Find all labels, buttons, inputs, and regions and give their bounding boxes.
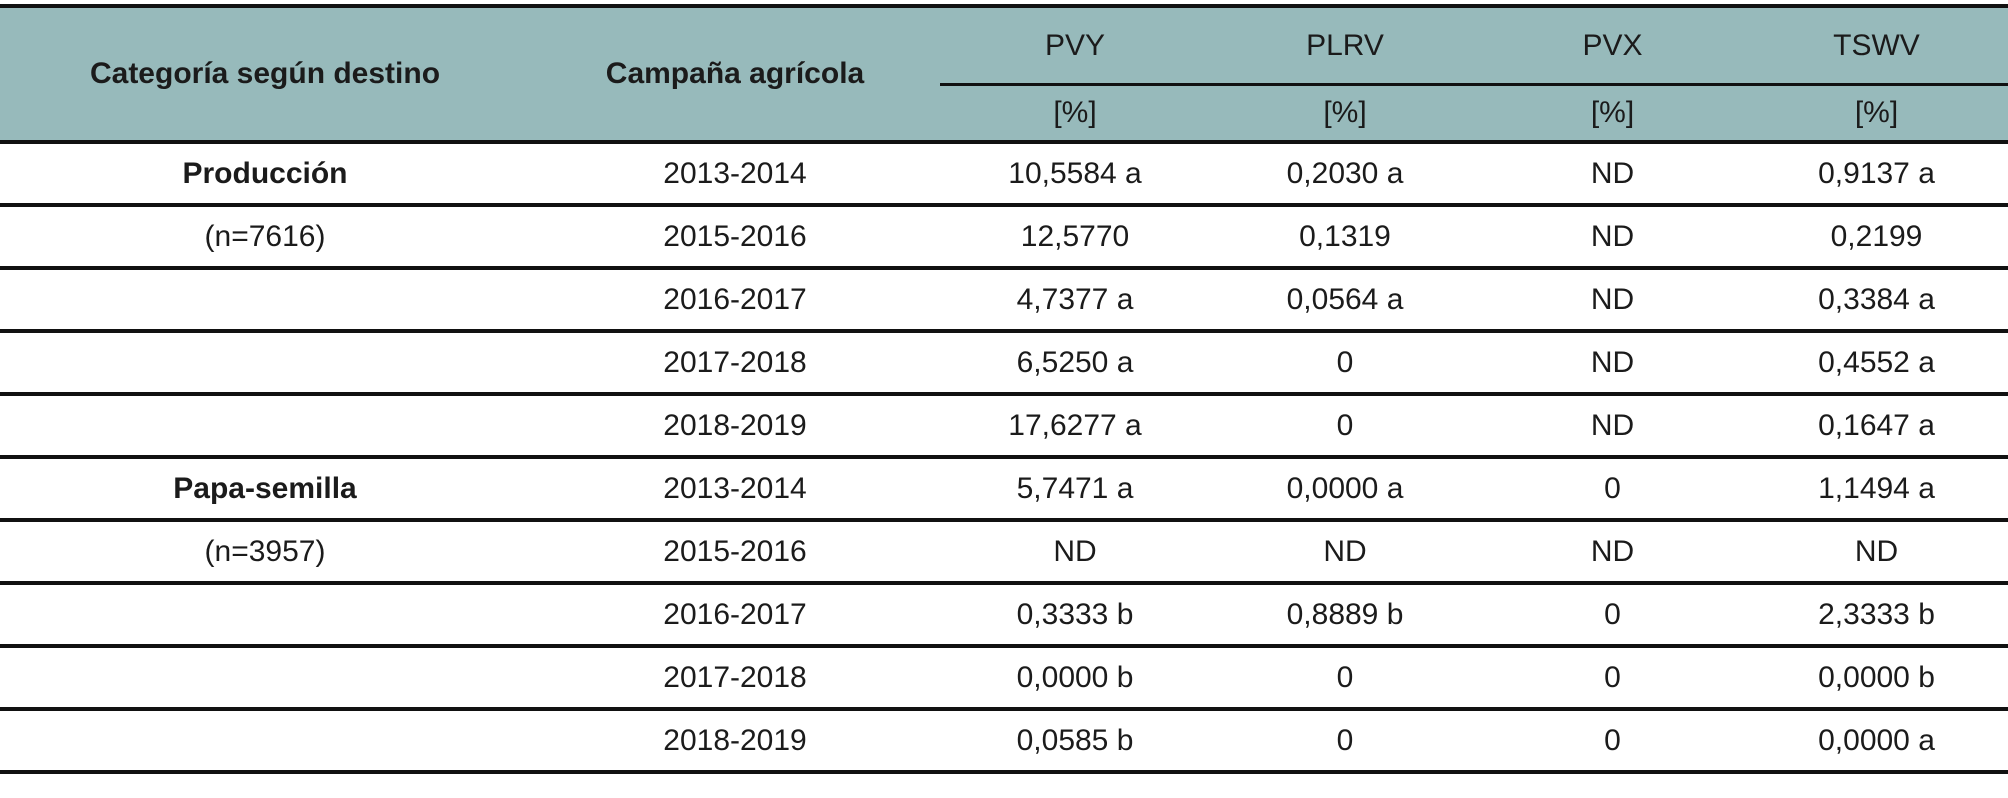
tswv-cell: 2,3333 b — [1818, 597, 1935, 631]
table-body: Producción 2013-2014 10,5584 a 0,2030 a ND 0,… — [0, 144, 2008, 774]
header-plrv: PLRV — [1306, 28, 1384, 62]
campaign-cell: 2013-2014 — [663, 156, 807, 190]
plrv-cell: 0,0564 a — [1286, 282, 1404, 316]
category-cell — [0, 270, 530, 329]
pvx-cell: 0 — [1604, 723, 1621, 757]
category-cell: (n=3957) — [204, 534, 326, 568]
campaign-cell: 2015-2016 — [663, 219, 807, 253]
pvy-cell: 0,3333 b — [1016, 597, 1134, 631]
campaign-cell: 2018-2019 — [663, 723, 807, 757]
category-cell — [0, 333, 530, 392]
header-pvx: PVX — [1582, 28, 1643, 62]
category-cell — [0, 648, 530, 707]
table-row: 2018-2019 0,0585 b 0 0 0,0000 a — [0, 711, 2008, 774]
pvy-cell: 12,5770 — [1020, 219, 1130, 253]
pvy-cell: ND — [1053, 534, 1097, 568]
plrv-cell: 0 — [1336, 723, 1354, 757]
table-header: Categoría según destino Campaña agrícola… — [0, 4, 2008, 144]
pvy-cell: 0,0000 b — [1016, 660, 1134, 694]
unit-pvy: [%] — [1053, 96, 1097, 129]
tswv-cell: 0,0000 a — [1818, 723, 1935, 757]
campaign-cell: 2016-2017 — [663, 282, 807, 316]
table-row: Producción 2013-2014 10,5584 a 0,2030 a ND 0,… — [0, 144, 2008, 207]
pvx-cell: 0 — [1604, 597, 1621, 631]
table-row: 2016-2017 4,7377 a 0,0564 a ND 0,3384 a — [0, 270, 2008, 333]
campaign-cell: 2016-2017 — [663, 597, 807, 631]
pvx-cell: ND — [1590, 534, 1635, 568]
table-row: (n=7616) 2015-2016 12,5770 0,1319 ND 0,2199 — [0, 207, 2008, 270]
tswv-cell: 1,1494 a — [1818, 471, 1935, 505]
table-row: 2016-2017 0,3333 b 0,8889 b 0 2,3333 b — [0, 585, 2008, 648]
unit-pvx: [%] — [1590, 96, 1635, 129]
campaign-cell: 2017-2018 — [663, 345, 807, 379]
tswv-cell: ND — [1854, 534, 1899, 568]
table-row: 2018-2019 17,6277 a 0 ND 0,1647 a — [0, 396, 2008, 459]
plrv-cell: 0,0000 a — [1286, 471, 1404, 505]
plrv-cell: 0 — [1336, 660, 1354, 694]
table-row: (n=3957) 2015-2016 ND ND ND ND — [0, 522, 2008, 585]
plrv-cell: ND — [1323, 534, 1367, 568]
category-cell: Producción — [182, 156, 348, 190]
unit-tswv: [%] — [1854, 96, 1899, 129]
header-campaign: Campaña agrícola — [605, 57, 865, 90]
plrv-cell: 0,8889 b — [1286, 597, 1404, 631]
header-pvy: PVY — [1044, 28, 1106, 62]
table-row: Papa-semilla 2013-2014 5,7471 a 0,0000 a 0 1,… — [0, 459, 2008, 522]
pvy-cell: 5,7471 a — [1016, 471, 1134, 505]
plrv-cell: 0 — [1336, 345, 1354, 379]
pvy-cell: 17,6277 a — [1008, 408, 1142, 442]
category-cell: Papa-semilla — [173, 471, 357, 505]
category-cell — [0, 396, 530, 455]
table-row: 2017-2018 0,0000 b 0 0 0,0000 b — [0, 648, 2008, 711]
pvy-cell: 4,7377 a — [1016, 282, 1134, 316]
pvx-cell: ND — [1590, 156, 1635, 190]
campaign-cell: 2015-2016 — [663, 534, 807, 568]
header-divider — [940, 83, 2008, 86]
plrv-cell: 0 — [1336, 408, 1354, 442]
tswv-cell: 0,9137 a — [1818, 156, 1935, 190]
tswv-cell: 0,0000 b — [1818, 660, 1935, 694]
category-cell — [0, 711, 530, 770]
plrv-cell: 0,2030 a — [1286, 156, 1404, 190]
pvy-cell: 10,5584 a — [1008, 156, 1142, 190]
pvx-cell: ND — [1590, 408, 1635, 442]
category-cell — [0, 585, 530, 644]
pvx-cell: ND — [1590, 219, 1635, 253]
category-cell: (n=7616) — [204, 219, 326, 253]
pvx-cell: ND — [1590, 345, 1635, 379]
pvx-cell: ND — [1590, 282, 1635, 316]
pvx-cell: 0 — [1604, 660, 1621, 694]
tswv-cell: 0,2199 — [1830, 219, 1923, 253]
campaign-cell: 2013-2014 — [663, 471, 807, 505]
unit-plrv: [%] — [1323, 96, 1367, 129]
campaign-cell: 2018-2019 — [663, 408, 807, 442]
tswv-cell: 0,3384 a — [1818, 282, 1935, 316]
data-table: Categoría según destino Campaña agrícola… — [0, 4, 2008, 774]
pvy-cell: 6,5250 a — [1016, 345, 1134, 379]
plrv-cell: 0,1319 — [1299, 219, 1391, 253]
pvx-cell: 0 — [1604, 471, 1621, 505]
header-tswv: TSWV — [1833, 28, 1920, 62]
tswv-cell: 0,1647 a — [1818, 408, 1935, 442]
header-category: Categoría según destino — [89, 57, 441, 90]
campaign-cell: 2017-2018 — [663, 660, 807, 694]
table-row: 2017-2018 6,5250 a 0 ND 0,4552 a — [0, 333, 2008, 396]
pvy-cell: 0,0585 b — [1016, 723, 1134, 757]
tswv-cell: 0,4552 a — [1818, 345, 1935, 379]
